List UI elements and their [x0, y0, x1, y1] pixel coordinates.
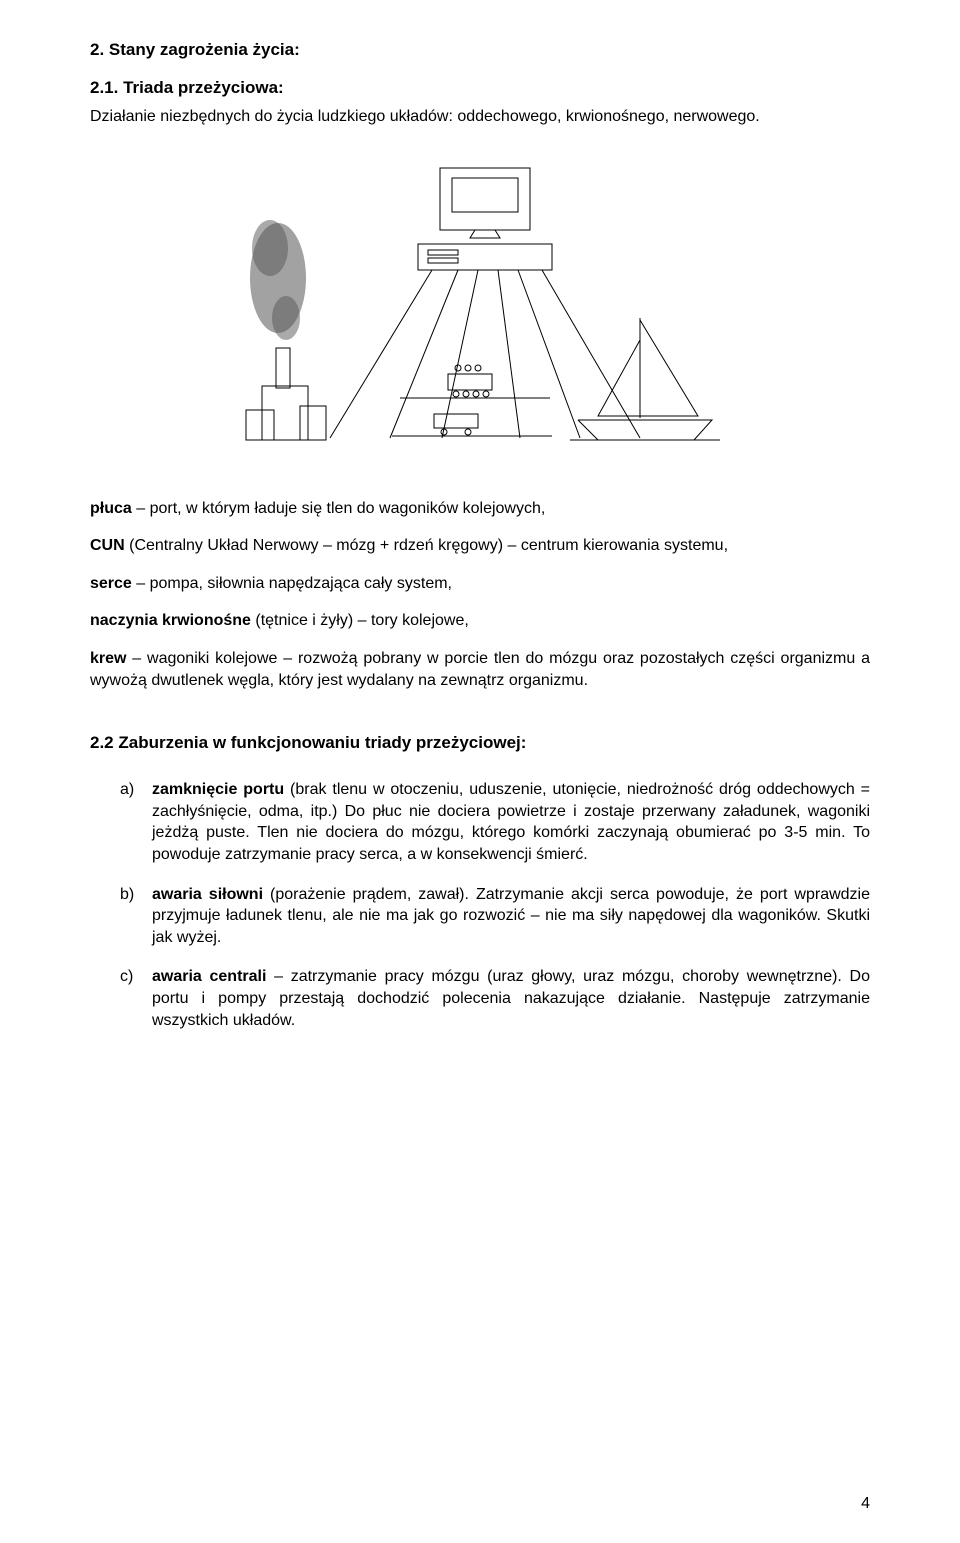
railway-wagons-icon — [392, 365, 552, 436]
term-cun: CUN — [90, 537, 125, 554]
list-item: a) zamknięcie portu (brak tlenu w otocze… — [120, 779, 870, 865]
triad-diagram — [90, 158, 870, 458]
def-naczynia: naczynia krwionośne (tętnice i żyły) – t… — [90, 610, 870, 632]
text-pluca: – port, w którym ładuje się tlen do wago… — [132, 500, 546, 517]
disorder-list: a) zamknięcie portu (brak tlenu w otocze… — [120, 779, 870, 1031]
subsection-2-2-title: 2.2 Zaburzenia w funkcjonowaniu triady p… — [90, 733, 870, 753]
text-serce: – pompa, siłownia napędzająca cały syste… — [132, 575, 452, 592]
list-marker: a) — [120, 779, 134, 801]
list-bold: zamknięcie portu — [152, 781, 284, 798]
monitor-screen — [452, 178, 518, 212]
list-marker: b) — [120, 884, 134, 906]
def-cun: CUN (Centralny Układ Nerwowy – mózg + rd… — [90, 535, 870, 557]
term-naczynia: naczynia krwionośne — [90, 612, 251, 629]
def-pluca: płuca – port, w którym ładuje się tlen d… — [90, 498, 870, 520]
list-item: c) awaria centrali – zatrzymanie pracy m… — [120, 966, 870, 1031]
text-cun: (Centralny Układ Nerwowy – mózg + rdzeń … — [125, 537, 728, 554]
section-title: 2. Stany zagrożenia życia: — [90, 40, 870, 60]
computer-base — [418, 244, 552, 270]
term-pluca: płuca — [90, 500, 132, 517]
list-item: b) awaria siłowni (porażenie prądem, zaw… — [120, 884, 870, 949]
text-krew: – wagoniki kolejowe – rozwożą pobrany w … — [90, 650, 870, 689]
list-bold: awaria siłowni — [152, 886, 263, 903]
def-serce: serce – pompa, siłownia napędzająca cały… — [90, 573, 870, 595]
track-left-outer — [330, 270, 432, 438]
term-krew: krew — [90, 650, 126, 667]
triad-intro: Działanie niezbędnych do życia ludzkiego… — [90, 106, 870, 128]
boat-hull — [578, 420, 712, 440]
list-marker: c) — [120, 966, 133, 988]
text-naczynia: (tętnice i żyły) – tory kolejowe, — [251, 612, 469, 629]
monitor-stand — [470, 230, 500, 238]
def-krew: krew – wagoniki kolejowe – rozwożą pobra… — [90, 648, 870, 691]
track-mid-right — [498, 270, 520, 438]
monitor-outer — [440, 168, 530, 230]
term-serce: serce — [90, 575, 132, 592]
smokestack — [276, 348, 290, 388]
factory-icon — [246, 220, 326, 440]
smoke-cloud-icon — [250, 220, 306, 340]
track-right-inner — [518, 270, 580, 438]
track-right-outer — [542, 270, 640, 438]
page-number: 4 — [861, 1495, 870, 1513]
subsection-2-1-title: 2.1. Triada przeżyciowa: — [90, 78, 870, 98]
sailboat-icon — [570, 318, 720, 440]
list-bold: awaria centrali — [152, 968, 266, 985]
